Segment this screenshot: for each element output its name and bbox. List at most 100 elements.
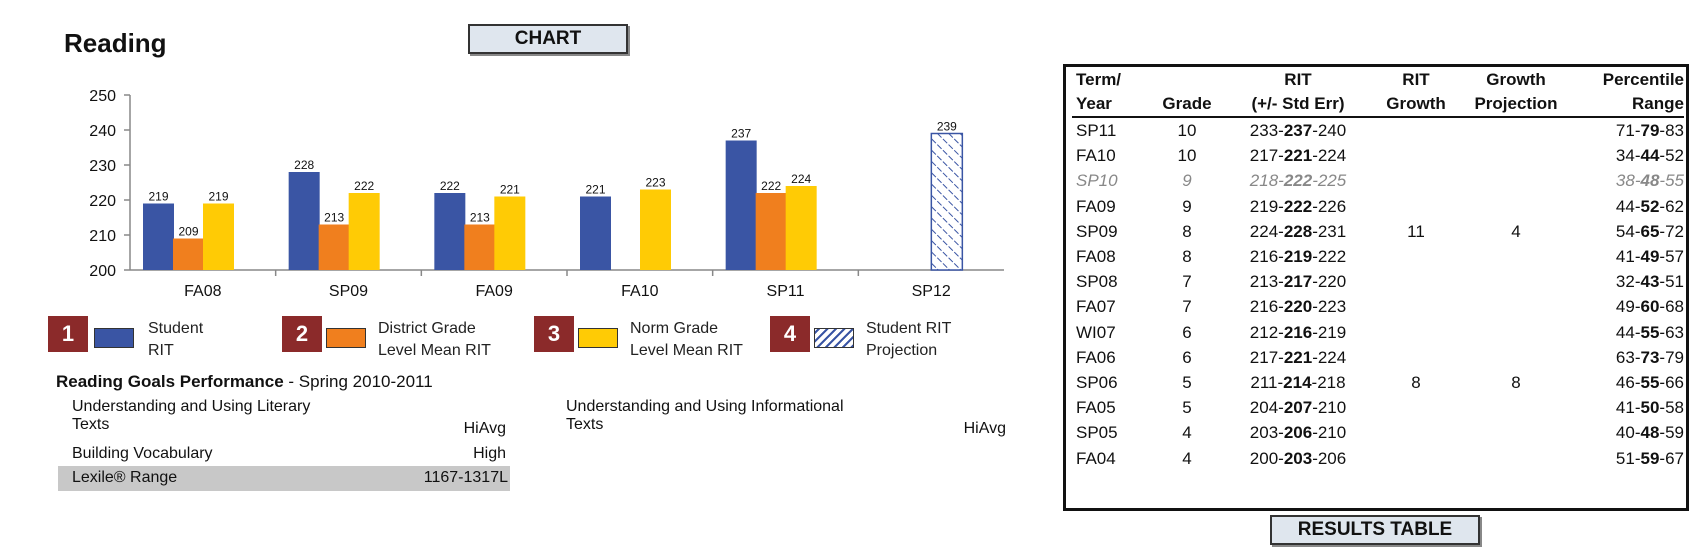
cell-rit-growth — [1372, 320, 1460, 345]
table-row: SP09 8 224-228-231 11 4 54-65-72 — [1072, 219, 1684, 244]
bar-student-sp09 — [288, 172, 320, 270]
cell-term: FA10 — [1076, 146, 1116, 166]
table-row: SP08 7 213-217-220 32-43-51 — [1072, 269, 1684, 294]
cell-rit-growth — [1372, 168, 1460, 193]
cell-grade: 5 — [1182, 398, 1192, 418]
cell-growth-projection — [1460, 445, 1572, 470]
header-rit: RIT (+/- Std Err) — [1251, 70, 1345, 113]
table-row: FA05 5 204-207-210 41-50-58 — [1072, 395, 1684, 420]
reading-bar-chart: 200 210 220 230 240 250 FA08 219 209 219 SP09 228 21… — [89, 88, 1004, 300]
table-row: SP06 5 211-214-218 8 8 46-55-66 — [1072, 370, 1684, 395]
cell-rit: 211-214-218 — [1250, 372, 1346, 392]
cell-rit: 233-237-240 — [1249, 121, 1347, 141]
table-row: FA07 7 216-220-223 49-60-68 — [1072, 294, 1684, 319]
cell-rit: 217-221-224 — [1249, 347, 1347, 367]
bar-norm-fa09 — [494, 196, 526, 270]
cell-rit: 216-220-223 — [1249, 297, 1347, 317]
bar-norm-sp11 — [785, 186, 817, 270]
cell-growth-projection — [1460, 194, 1572, 219]
x-tick-label: FA10 — [621, 283, 658, 300]
cell-term: SP06 — [1076, 372, 1118, 392]
bar-projection-sp12 — [930, 132, 964, 271]
cell-percentile: 38-48-55 — [1615, 171, 1684, 191]
bar-district-fa08 — [173, 238, 204, 270]
cell-term: FA07 — [1076, 297, 1116, 317]
cell-percentile: 44-55-63 — [1615, 322, 1684, 342]
cell-growth-projection — [1460, 294, 1572, 319]
cell-rit-growth — [1372, 445, 1460, 470]
cell-growth-projection — [1460, 345, 1572, 370]
bar-student-fa09 — [434, 193, 466, 270]
bar-value-label: 224 — [791, 172, 811, 186]
bar-value-label: 221 — [500, 183, 520, 197]
table-row: SP10 9 218-222-225 38-48-55 — [1072, 168, 1684, 193]
goal-vocabulary-label: Building Vocabulary — [72, 445, 213, 462]
cell-rit-growth — [1372, 244, 1460, 269]
bar-value-label: 239 — [937, 120, 957, 134]
bar-student-fa10 — [580, 196, 611, 270]
cell-rit: 213-217-220 — [1249, 272, 1347, 292]
cell-percentile: 44-52-62 — [1615, 196, 1684, 216]
cell-percentile: 40-48-59 — [1615, 423, 1684, 443]
y-tick-label: 220 — [89, 193, 116, 210]
bar-value-label: 209 — [178, 225, 198, 239]
cell-rit: 217-221-224 — [1249, 146, 1347, 166]
cell-grade: 10 — [1177, 121, 1197, 141]
cell-rit: 200-203-206 — [1249, 448, 1347, 468]
cell-growth-projection: 8 — [1511, 372, 1521, 392]
cell-rit-growth: 11 — [1407, 221, 1425, 241]
table-row: FA08 8 216-219-222 41-49-57 — [1072, 244, 1684, 269]
cell-term: FA05 — [1076, 398, 1116, 418]
cell-growth-projection — [1460, 420, 1572, 445]
cell-rit: 224-228-231 — [1249, 221, 1347, 241]
table-header-row: Term/Year Grade RIT (+/- Std Err) RIT Grow… — [1072, 68, 1684, 117]
cell-term: SP10 — [1076, 171, 1118, 191]
cell-grade: 7 — [1182, 297, 1192, 317]
header-rit-growth: RIT Growth — [1386, 70, 1446, 113]
cell-term: SP05 — [1076, 423, 1118, 443]
header-term-year: Term/Year — [1076, 70, 1122, 113]
lexile-label: Lexile® Range — [72, 469, 178, 486]
lexile-range-row — [58, 466, 510, 491]
bar-value-label: 237 — [731, 127, 751, 141]
cell-term: WI07 — [1076, 322, 1116, 342]
y-tick-label: 240 — [89, 123, 116, 140]
cell-grade: 10 — [1177, 146, 1197, 166]
bar-student-sp11 — [725, 140, 757, 270]
y-tick-label: 230 — [89, 158, 116, 175]
table-row: FA09 9 219-222-226 44-52-62 — [1072, 194, 1684, 219]
cell-term: SP11 — [1076, 121, 1117, 141]
cell-percentile: 54-65-72 — [1615, 221, 1684, 241]
cell-growth-projection — [1460, 168, 1572, 193]
bar-norm-sp09 — [348, 193, 380, 270]
bar-value-label: 223 — [645, 176, 665, 190]
table-row: SP11 10 233-237-240 71-79-83 — [1072, 117, 1684, 143]
y-tick-label: 200 — [89, 263, 116, 280]
legend-label-4: Student RIT Projection — [866, 320, 952, 359]
cell-growth-projection — [1460, 143, 1572, 168]
table-row: FA04 4 200-203-206 51-59-67 — [1072, 445, 1684, 470]
cell-percentile: 63-73-79 — [1615, 347, 1684, 367]
bar-value-label: 222 — [440, 179, 460, 193]
legend-swatch-projection — [814, 328, 854, 348]
goals-title: Reading Goals Performance - Spring 2010-… — [56, 372, 433, 391]
cell-rit-growth: 8 — [1411, 372, 1421, 392]
cell-grade: 6 — [1182, 347, 1192, 367]
legend-swatch-district — [326, 328, 366, 348]
chart-tag: CHART — [468, 24, 628, 54]
cell-percentile: 32-43-51 — [1615, 272, 1684, 292]
cell-rit-growth — [1372, 294, 1460, 319]
cell-percentile: 34-44-52 — [1615, 146, 1684, 166]
results-table-tag: RESULTS TABLE — [1270, 515, 1480, 545]
cell-term: SP09 — [1076, 221, 1118, 241]
cell-grade: 9 — [1182, 196, 1192, 216]
cell-rit: 216-219-222 — [1249, 247, 1347, 267]
bar-student-fa08 — [143, 203, 174, 270]
cell-growth-projection — [1460, 244, 1572, 269]
cell-rit-growth — [1372, 194, 1460, 219]
y-tick-label: 250 — [89, 88, 116, 105]
legend-swatch-student-rit — [94, 328, 134, 348]
cell-grade: 5 — [1182, 372, 1192, 392]
bar-value-label: 219 — [208, 190, 228, 204]
cell-grade: 8 — [1182, 247, 1192, 267]
